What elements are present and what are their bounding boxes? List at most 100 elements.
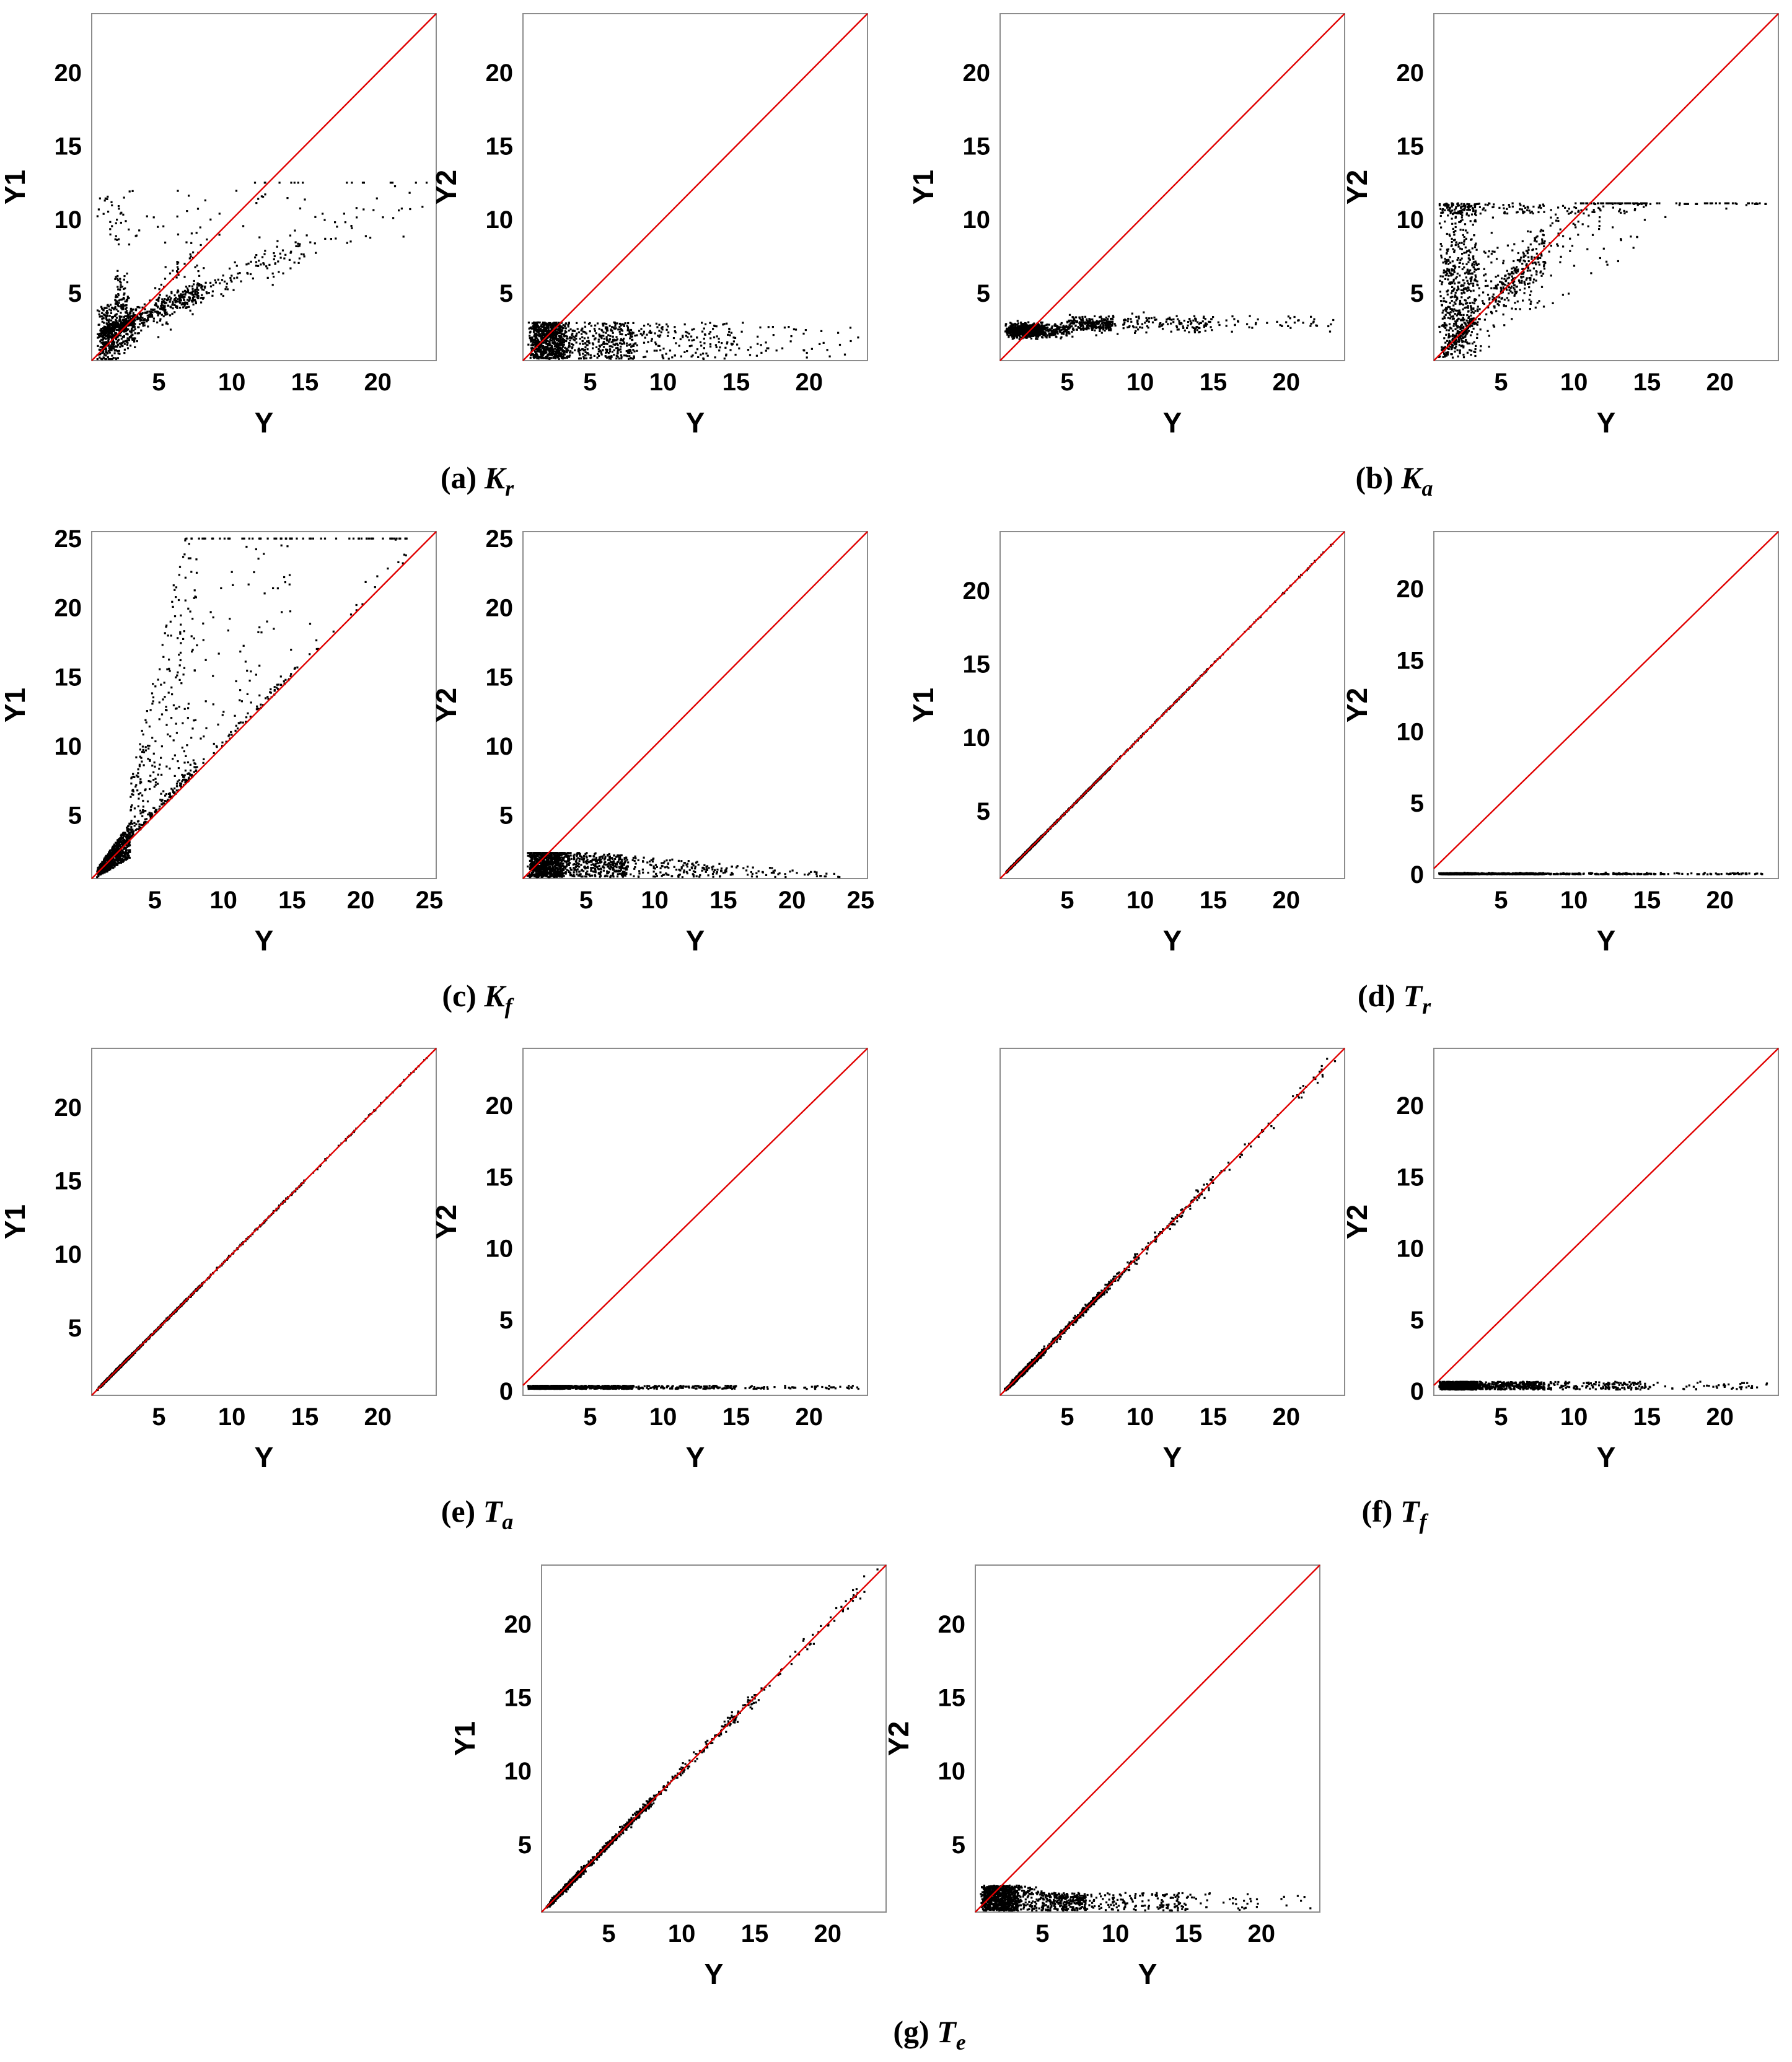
data-point: [131, 190, 134, 192]
data-point: [569, 336, 571, 339]
data-point: [96, 358, 99, 361]
data-point: [1127, 320, 1129, 323]
data-point: [685, 335, 688, 337]
data-point: [115, 296, 117, 299]
data-point: [176, 301, 178, 303]
data-point: [182, 293, 185, 296]
data-point: [157, 297, 160, 300]
data-point: [606, 348, 608, 351]
data-point: [607, 329, 609, 331]
data-point: [1453, 250, 1456, 253]
data-point: [1192, 319, 1195, 322]
data-point: [283, 257, 286, 260]
data-point: [564, 331, 566, 334]
data-point: [1028, 325, 1030, 328]
data-point: [187, 289, 190, 292]
data-point: [102, 313, 105, 316]
data-point: [1211, 329, 1213, 331]
data-point: [1008, 326, 1010, 329]
data-point: [109, 228, 112, 230]
data-point: [579, 338, 581, 340]
data-point: [615, 339, 618, 341]
data-point: [164, 309, 167, 311]
data-point: [560, 357, 563, 359]
data-point: [540, 328, 542, 330]
data-point: [563, 338, 565, 341]
data-point: [1548, 250, 1550, 253]
data-point: [1004, 325, 1007, 327]
data-point: [123, 297, 125, 300]
data-point: [614, 344, 617, 346]
data-point: [1468, 203, 1470, 206]
data-point: [1465, 251, 1467, 254]
data-point: [551, 322, 554, 325]
data-point: [196, 284, 198, 286]
data-point: [114, 278, 116, 280]
data-point: [1532, 281, 1535, 284]
data-point: [550, 357, 553, 359]
data-point: [1043, 333, 1046, 336]
data-point: [1459, 299, 1462, 302]
data-point: [576, 332, 578, 335]
data-point: [566, 348, 568, 350]
data-point: [305, 234, 308, 237]
data-point: [542, 329, 544, 331]
data-point: [1456, 309, 1459, 312]
data-point: [714, 356, 716, 359]
data-point: [571, 346, 574, 348]
data-point: [128, 228, 130, 230]
data-point: [1138, 317, 1140, 320]
data-point: [346, 242, 348, 244]
data-point: [1471, 273, 1474, 275]
data-point: [633, 350, 636, 353]
data-point: [542, 325, 545, 327]
data-point: [126, 343, 129, 346]
y-tick-label: 5: [977, 280, 990, 307]
scatter-points: [1438, 202, 1767, 359]
data-point: [1060, 332, 1063, 335]
data-point: [705, 352, 708, 355]
data-point: [133, 320, 135, 323]
data-point: [690, 335, 693, 338]
data-point: [662, 357, 665, 359]
data-point: [183, 299, 185, 301]
data-point: [229, 279, 232, 281]
data-point: [617, 328, 620, 331]
data-point: [134, 346, 136, 348]
data-point: [196, 208, 200, 210]
data-point: [589, 330, 591, 333]
data-point: [155, 304, 157, 306]
data-point: [127, 325, 130, 327]
data-point: [172, 302, 174, 305]
data-point: [97, 208, 100, 211]
data-point: [715, 325, 718, 328]
data-point: [112, 345, 114, 348]
data-point: [160, 302, 163, 305]
data-point: [235, 265, 238, 267]
data-point: [655, 343, 657, 346]
data-point: [1534, 239, 1536, 242]
data-point: [1169, 318, 1171, 320]
data-point: [530, 340, 532, 343]
data-point: [550, 349, 553, 351]
data-point: [1102, 322, 1105, 324]
data-point: [176, 263, 178, 265]
data-point: [114, 315, 116, 317]
data-point: [116, 296, 119, 298]
data-point: [543, 333, 545, 335]
data-point: [1203, 315, 1205, 318]
data-point: [116, 346, 118, 348]
data-point: [837, 331, 840, 334]
data-point: [250, 260, 252, 263]
data-point: [654, 341, 657, 344]
data-point: [767, 326, 770, 328]
data-point: [128, 339, 130, 341]
data-point: [1658, 202, 1661, 204]
data-point: [1004, 330, 1007, 333]
data-point: [1469, 269, 1472, 271]
data-point: [1718, 202, 1721, 204]
data-point: [165, 294, 168, 297]
data-point: [757, 343, 759, 345]
data-point: [1085, 327, 1087, 330]
data-point: [600, 335, 603, 337]
